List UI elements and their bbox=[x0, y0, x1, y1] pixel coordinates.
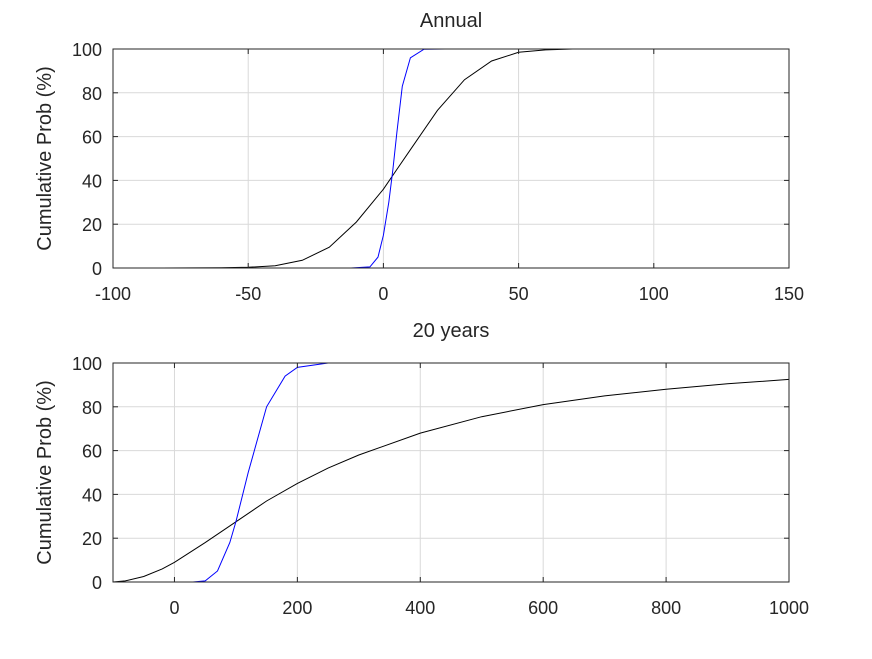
chart-0-x-tick-label: 50 bbox=[509, 284, 529, 304]
chart-0-frame bbox=[112, 48, 790, 269]
chart-1-grid bbox=[113, 362, 790, 583]
chart-1-frame bbox=[112, 362, 790, 583]
chart-1-y-axis-label: Cumulative Prob (%) bbox=[34, 380, 56, 565]
chart-1-x-tick-label: 1000 bbox=[769, 598, 809, 618]
chart-1-x-tick-label: 0 bbox=[169, 598, 179, 618]
chart-0-y-axis-label: Cumulative Prob (%) bbox=[34, 66, 56, 251]
chart-0-x-tick-label: 150 bbox=[774, 284, 804, 304]
chart-1-x-tick-label: 200 bbox=[282, 598, 312, 618]
chart-1-x-tick-label: 600 bbox=[528, 598, 558, 618]
chart-1-y-tick-label: 60 bbox=[82, 442, 102, 462]
chart-1-y-tick-label: 100 bbox=[72, 354, 102, 374]
chart-1-series-0-line bbox=[112, 378, 790, 583]
chart-0-x-tick-label: 100 bbox=[639, 284, 669, 304]
chart-0-y-tick-label: 0 bbox=[92, 259, 102, 279]
chart-0-title: Annual bbox=[420, 10, 482, 32]
chart-0-x-tick-label: -50 bbox=[235, 284, 261, 304]
chart-1-y-tick-label: 40 bbox=[82, 485, 102, 505]
chart-0-y-tick-label: 40 bbox=[82, 171, 102, 191]
chart-0-y-tick-label: 20 bbox=[82, 215, 102, 235]
chart-1-group: 0 200 400 600 800 1000 0 20 40 60 80 100 20 years Cum… bbox=[34, 320, 809, 618]
chart-1-x-tick-label: 400 bbox=[405, 598, 435, 618]
chart-0-y-tick-label: 80 bbox=[82, 84, 102, 104]
chart-0-y-tick-label: 60 bbox=[82, 128, 102, 148]
chart-1-y-tick-label: 80 bbox=[82, 398, 102, 418]
chart-1-title: 20 years bbox=[413, 320, 490, 342]
chart-1-x-tick-label: 800 bbox=[651, 598, 681, 618]
chart-1-y-tick-label: 20 bbox=[82, 529, 102, 549]
chart-0-x-tick-label: -100 bbox=[95, 284, 131, 304]
chart-1-y-tick-label: 0 bbox=[92, 573, 102, 593]
chart-0-y-tick-label: 100 bbox=[72, 40, 102, 60]
chart-0-group: -100 -50 0 50 100 150 0 20 40 60 80 100 Annual Cumula… bbox=[34, 10, 804, 304]
chart-0-x-tick-label: 0 bbox=[378, 284, 388, 304]
chart-0-series-0-line bbox=[161, 48, 654, 269]
chart-0-grid bbox=[112, 48, 790, 269]
chart-0-series-1-line bbox=[350, 48, 446, 269]
